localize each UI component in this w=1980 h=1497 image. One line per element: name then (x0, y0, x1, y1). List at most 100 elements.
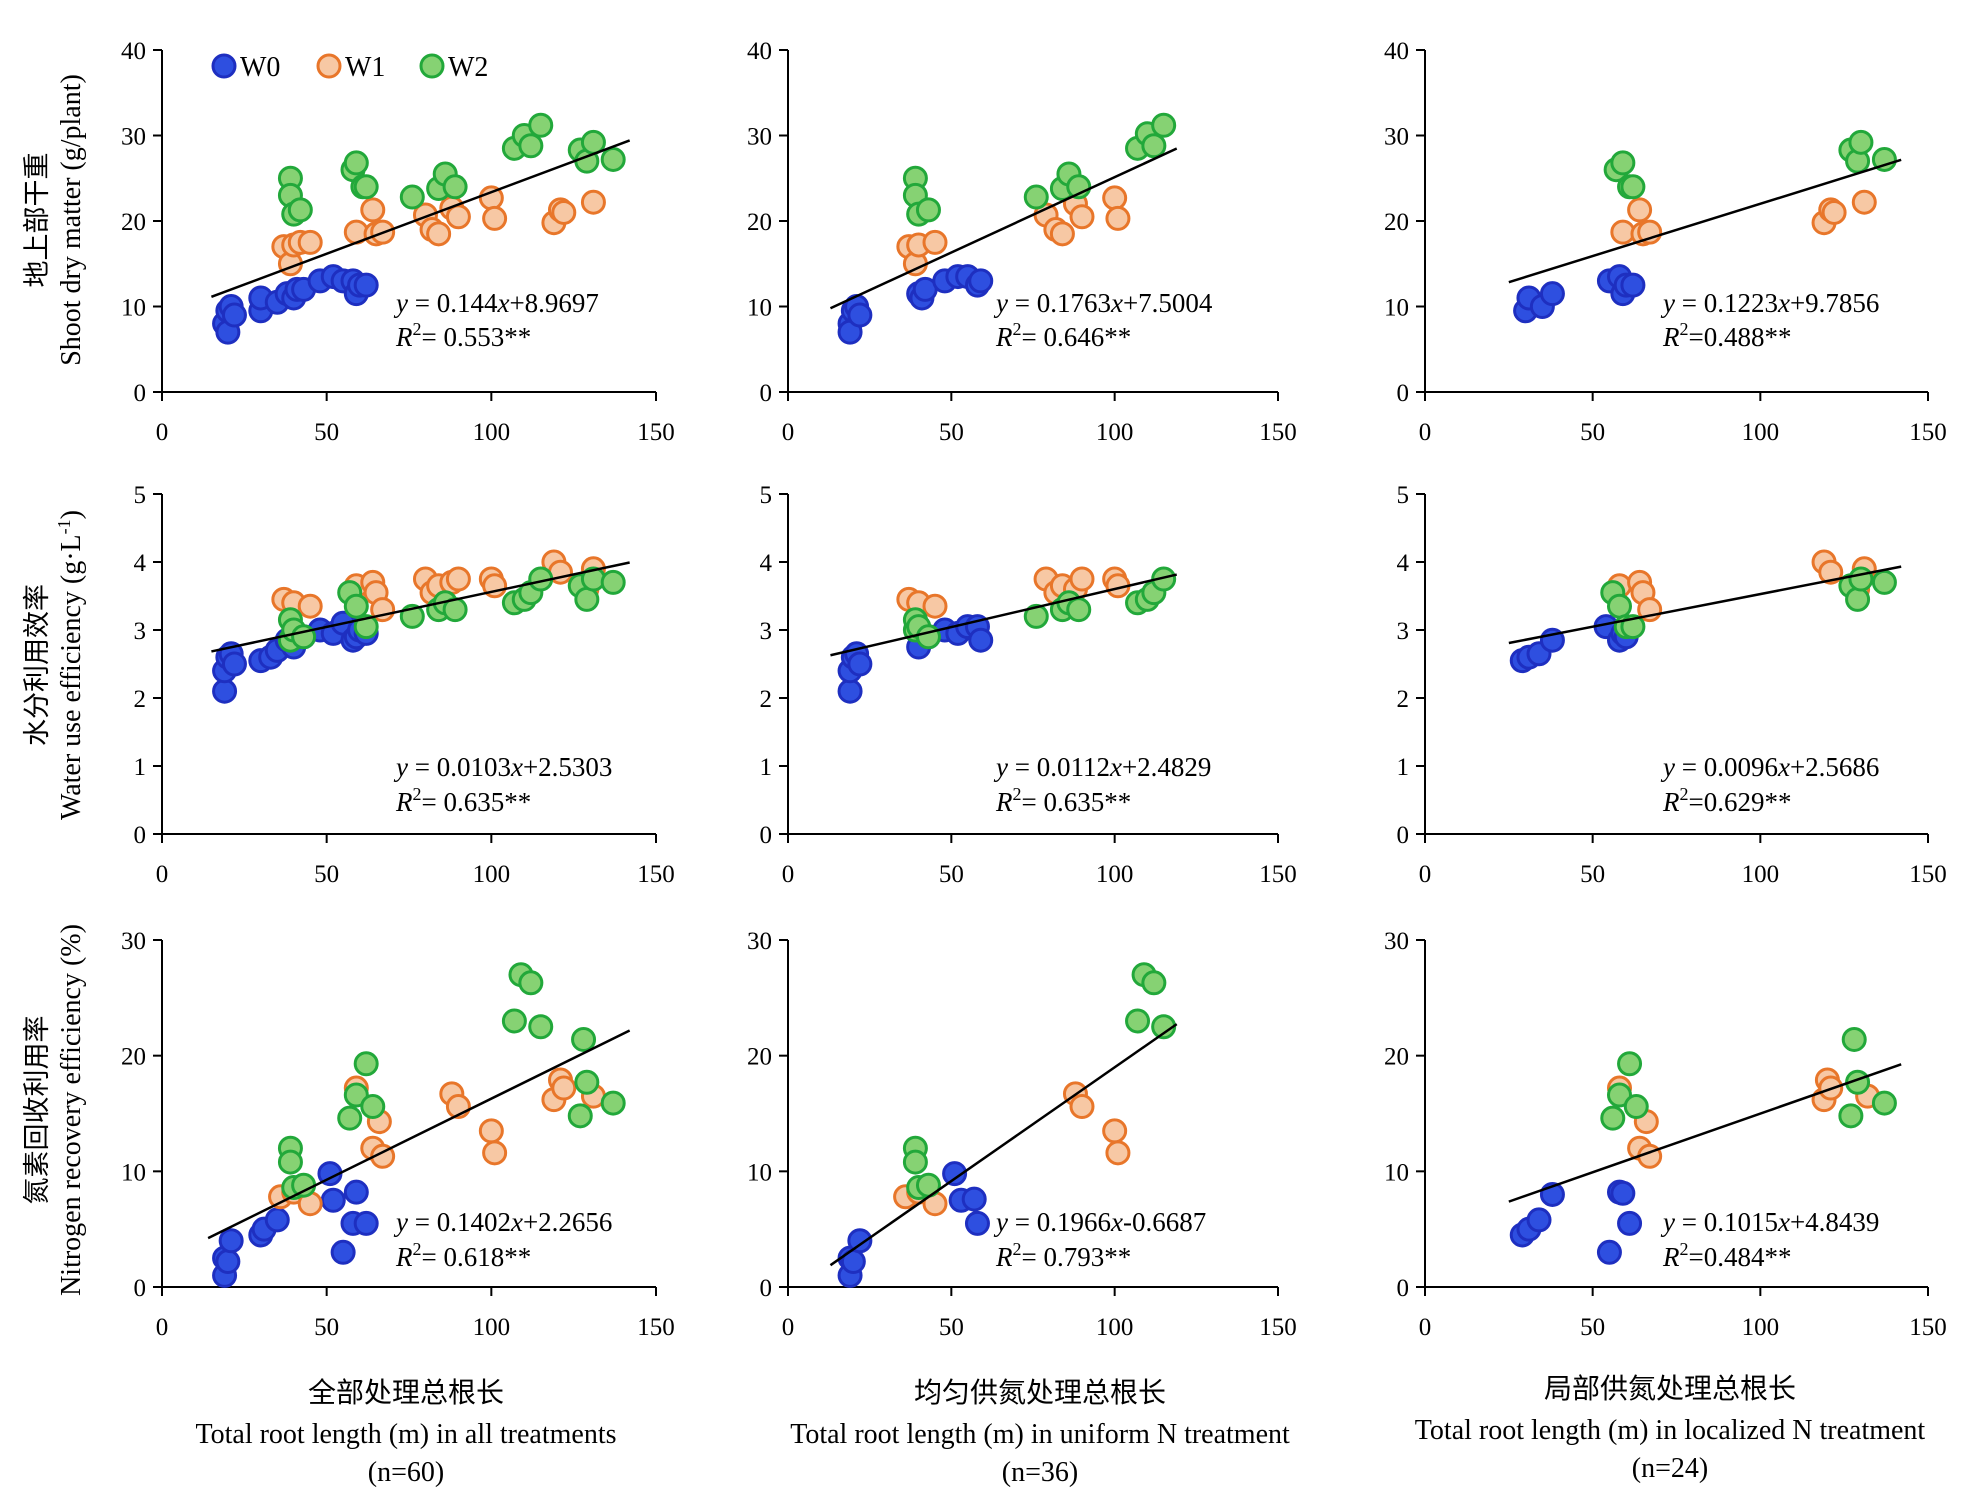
y-tick-label: 4 (1397, 550, 1410, 577)
point-w1 (551, 1075, 577, 1101)
point-w1 (1105, 205, 1131, 231)
point-w2 (1151, 112, 1177, 138)
point-w0 (847, 1228, 873, 1254)
point-w1 (1821, 199, 1847, 225)
regression-equation: y = 0.1763x+7.5004 (993, 288, 1213, 318)
legend-label-w0: W0 (240, 52, 280, 83)
point-w0 (1617, 1210, 1643, 1236)
column-label-2-n: (n=36) (1002, 1457, 1078, 1488)
x-tick-label: 150 (637, 1314, 675, 1341)
y-tick-label: 10 (747, 295, 772, 322)
y-tick-label: 20 (747, 1044, 772, 1071)
x-tick-label: 0 (156, 1314, 169, 1341)
point-w2 (291, 1172, 317, 1198)
x-tick-label: 100 (1096, 419, 1134, 446)
point-w0 (221, 651, 247, 677)
fit-line (1508, 565, 1902, 645)
x-tick-label: 100 (1096, 861, 1134, 888)
point-w0 (961, 1186, 987, 1212)
point-w2 (1620, 174, 1646, 200)
y-tick-label: 30 (747, 124, 772, 151)
point-w0 (1539, 281, 1565, 307)
x-tick-label: 100 (1742, 861, 1780, 888)
regression-equation: y = 0.0096x+2.5686 (1660, 752, 1879, 782)
point-w2 (1066, 597, 1092, 623)
x-tick-label: 0 (1419, 419, 1432, 446)
point-w1 (297, 229, 323, 255)
y-tick-label: 5 (760, 482, 773, 509)
r-squared-label: R2=0.629** (1662, 784, 1791, 817)
legend-marker-w2 (419, 53, 445, 79)
point-w0 (330, 1239, 356, 1265)
point-w1 (297, 593, 323, 619)
row-label-3-en: Nitrogen recovery efficiency (%) (56, 924, 87, 1296)
y-tick-label: 0 (1397, 1275, 1410, 1302)
point-w2 (915, 197, 941, 223)
point-w2 (902, 1149, 928, 1175)
point-w2 (1848, 566, 1874, 592)
fit-line (211, 561, 630, 653)
point-w2 (1600, 1105, 1626, 1131)
row-label-1-en: Shoot dry matter (g/plant) (56, 74, 87, 366)
y-tick-label: 30 (1384, 124, 1409, 151)
point-w1 (922, 229, 948, 255)
y-tick-label: 10 (1384, 1159, 1409, 1186)
point-w1 (1102, 1118, 1128, 1144)
point-w0 (264, 1207, 290, 1233)
x-tick-label: 50 (1580, 861, 1605, 888)
r-squared-label: R2= 0.635** (995, 784, 1131, 817)
row-label-2-cn: 水分利用效率 (22, 584, 53, 746)
x-tick-label: 100 (473, 419, 511, 446)
y-tick-label: 30 (121, 124, 146, 151)
point-w1 (1610, 219, 1636, 245)
point-w0 (353, 1210, 379, 1236)
point-w0 (968, 627, 994, 653)
row-label-1: 地上部干重 Shoot dry matter (g/plant) (22, 74, 87, 366)
y-tick-label: 2 (134, 686, 147, 713)
column-label-1: 全部处理总根长 Total root length (m) in all tre… (195, 1376, 616, 1488)
y-tick-label: 0 (1397, 380, 1410, 407)
point-w0 (1610, 1180, 1636, 1206)
point-w2 (1610, 150, 1636, 176)
point-w0 (218, 1228, 244, 1254)
point-w0 (1526, 1207, 1552, 1233)
y-tick-label: 4 (134, 550, 147, 577)
column-label-2: 均匀供氮处理总根长 Total root length (m) in unifo… (790, 1376, 1290, 1488)
row-label-2-en: Water use efficiency (g·L-1) (54, 510, 87, 820)
y-tick-label: 10 (747, 1159, 772, 1186)
regression-equation: y = 0.1015x+4.8439 (1660, 1207, 1879, 1237)
y-tick-label: 5 (1397, 482, 1410, 509)
r-squared-label: R2= 0.553** (395, 319, 531, 352)
x-tick-label: 0 (782, 419, 795, 446)
regression-equation: y = 0.1402x+2.2656 (393, 1207, 612, 1237)
point-w0 (212, 678, 238, 704)
column-label-2-cn: 均匀供氮处理总根长 (914, 1376, 1166, 1409)
point-w2 (360, 1094, 386, 1120)
y-tick-label: 20 (747, 209, 772, 236)
point-w0 (1596, 1239, 1622, 1265)
x-tick-label: 50 (1580, 419, 1605, 446)
regression-equation: y = 0.0103x+2.5303 (393, 752, 612, 782)
point-w1 (1851, 189, 1877, 215)
point-w2 (1871, 569, 1897, 595)
point-w2 (518, 970, 544, 996)
row-label-3: 氮素回收利用率 Nitrogen recovery efficiency (%) (22, 924, 87, 1296)
legend-marker-w0 (211, 53, 237, 79)
point-w0 (320, 1187, 346, 1213)
column-label-3: 局部供氮处理总根长 Total root length (m) in local… (1415, 1372, 1926, 1484)
point-w1 (580, 189, 606, 215)
x-tick-label: 150 (637, 861, 675, 888)
y-tick-label: 40 (747, 38, 772, 65)
y-tick-label: 2 (760, 686, 773, 713)
legend-label-w1: W1 (345, 52, 385, 83)
point-w0 (343, 1179, 369, 1205)
y-tick-label: 20 (1384, 1044, 1409, 1071)
point-w1 (482, 1140, 508, 1166)
point-w2 (1125, 1008, 1151, 1034)
column-label-1-n: (n=60) (368, 1457, 444, 1488)
point-w1 (360, 197, 386, 223)
row-label-1-cn: 地上部干重 (22, 153, 53, 288)
